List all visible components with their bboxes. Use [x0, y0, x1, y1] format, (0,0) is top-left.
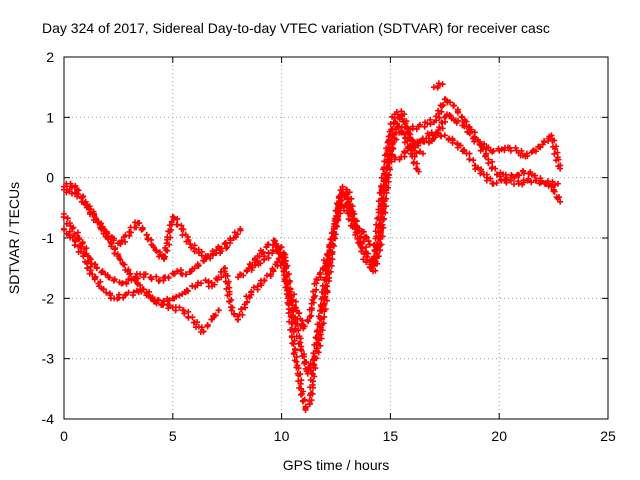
y-tick-label: -1: [42, 230, 55, 246]
y-tick-label: 2: [46, 49, 54, 65]
series-trace-3: [60, 210, 231, 287]
series-trace-2: [61, 225, 205, 307]
series-trace-11: [430, 80, 446, 91]
y-axis-label: SDTVAR / TECUs: [6, 182, 22, 294]
data-marks: [60, 80, 564, 413]
y-tick-label: -4: [42, 411, 55, 427]
x-tick-label: 5: [169, 428, 177, 444]
trace-markers: [434, 80, 442, 91]
data-point: [557, 198, 564, 205]
x-tick-label: 10: [274, 428, 290, 444]
data-point: [365, 238, 372, 245]
series-trace-7: [245, 113, 416, 377]
trace-markers: [63, 186, 244, 261]
x-tick-label: 15: [383, 428, 399, 444]
data-point: [224, 244, 231, 251]
series-trace-10: [409, 111, 564, 172]
x-tick-label: 25: [600, 428, 616, 444]
axis-ticks: 0 5 10 15 20 25 -4 -3 -2 -1 0 1 2: [42, 49, 616, 444]
trace-markers: [399, 96, 558, 189]
trace-markers: [246, 113, 416, 375]
series-trace-9: [398, 96, 561, 189]
y-tick-label: 0: [46, 170, 54, 186]
trace-markers: [60, 214, 230, 287]
data-point: [202, 277, 209, 284]
data-point: [409, 141, 416, 148]
series-trace-4: [61, 186, 244, 263]
x-axis-label: GPS time / hours: [283, 457, 390, 473]
trace-markers: [61, 226, 201, 307]
trace-markers: [412, 111, 564, 170]
chart-title: Day 324 of 2017, Sidereal Day-to-day VTE…: [42, 20, 550, 36]
y-tick-label: -2: [42, 290, 55, 306]
y-tick-label: -3: [42, 351, 55, 367]
x-tick-label: 20: [491, 428, 507, 444]
x-tick-label: 0: [60, 428, 68, 444]
data-point: [439, 81, 446, 88]
y-tick-label: 1: [46, 109, 54, 125]
